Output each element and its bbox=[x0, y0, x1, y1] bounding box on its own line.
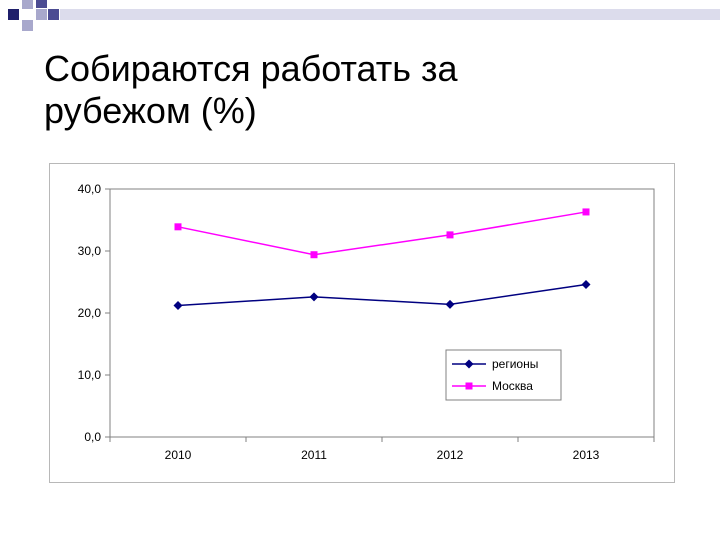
deco-square bbox=[22, 20, 33, 31]
data-point bbox=[173, 301, 183, 311]
deco-bar bbox=[60, 9, 720, 20]
legend-swatch-marker bbox=[465, 382, 473, 390]
y-tick-label: 20,0 bbox=[78, 306, 102, 320]
x-tick-label: 2010 bbox=[165, 448, 192, 462]
x-tick-label: 2011 bbox=[301, 448, 327, 462]
deco-square bbox=[48, 9, 59, 20]
data-point bbox=[445, 299, 455, 309]
x-tick-label: 2012 bbox=[437, 448, 464, 462]
line-chart: 0,0 10,0 20,0 30,0 40,0 2010 2011 2012 2013 рег… bbox=[78, 182, 655, 462]
data-point bbox=[310, 251, 318, 259]
deco-square bbox=[22, 0, 33, 9]
chart-frame: 0,0 10,0 20,0 30,0 40,0 2010 2011 2012 2013 рег… bbox=[49, 163, 675, 483]
y-tick-label: 0,0 bbox=[84, 430, 101, 444]
data-point bbox=[582, 208, 590, 216]
series-line bbox=[177, 283, 587, 307]
slide-title-line: Собираются работать за bbox=[44, 48, 458, 89]
y-tick-label: 40,0 bbox=[78, 182, 102, 196]
plot-area bbox=[109, 188, 655, 438]
legend-label: Москва bbox=[492, 379, 533, 393]
x-tick-label: 2013 bbox=[573, 448, 600, 462]
series-layer bbox=[173, 208, 591, 311]
legend-label: регионы bbox=[492, 357, 538, 371]
series-line bbox=[177, 211, 587, 256]
data-point bbox=[174, 223, 182, 231]
slide-title: Собираются работать за рубежом (%) bbox=[44, 48, 664, 132]
deco-square bbox=[36, 0, 47, 8]
data-point bbox=[446, 231, 454, 239]
legend-box bbox=[445, 349, 562, 401]
data-point bbox=[309, 292, 319, 302]
y-axis: 0,0 10,0 20,0 30,0 40,0 bbox=[78, 182, 655, 444]
series-moscow bbox=[174, 208, 590, 259]
legend: регионы Москва bbox=[445, 349, 562, 401]
slide-title-line: рубежом (%) bbox=[44, 90, 257, 131]
header-decoration bbox=[8, 0, 720, 31]
data-point bbox=[581, 279, 591, 289]
series-regions bbox=[173, 279, 591, 311]
y-tick-label: 30,0 bbox=[78, 244, 102, 258]
deco-square bbox=[8, 9, 19, 20]
legend-swatch-marker bbox=[464, 359, 474, 369]
x-axis: 2010 2011 2012 2013 bbox=[109, 437, 655, 462]
deco-square bbox=[36, 9, 47, 20]
y-tick-label: 10,0 bbox=[78, 368, 102, 382]
